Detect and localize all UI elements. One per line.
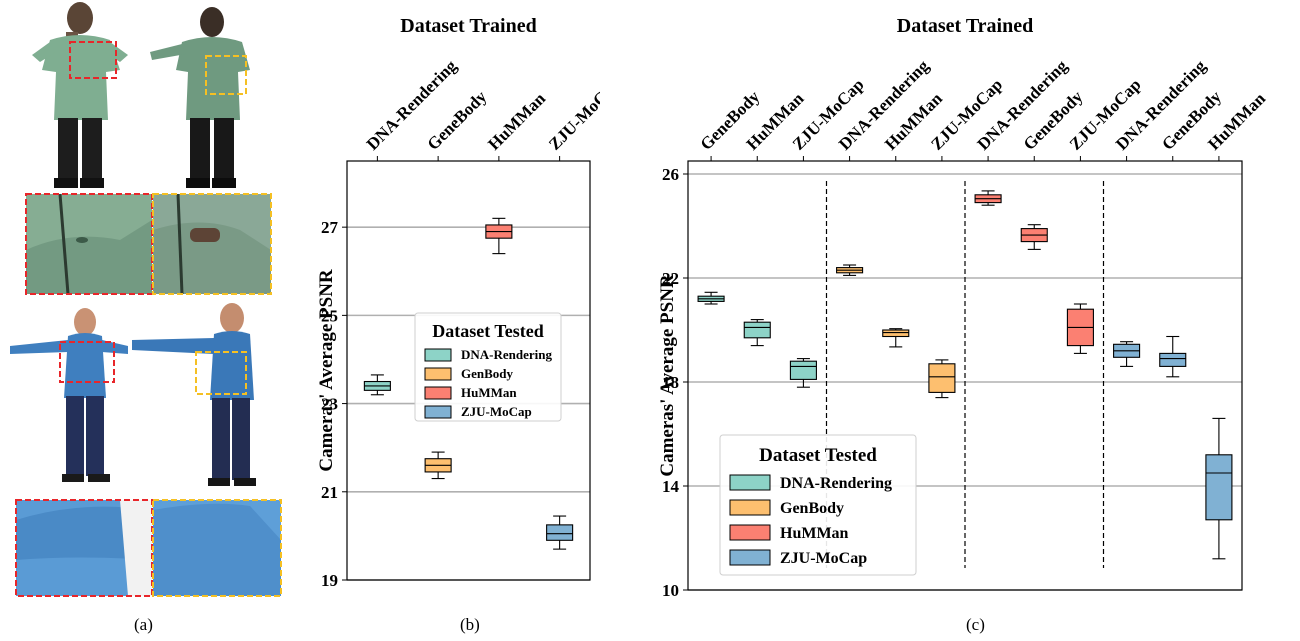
- chart-b-legend-swatch: [424, 405, 452, 419]
- zoom-crop-jacket-left: [25, 193, 153, 295]
- chart-b-legend-swatch: [424, 348, 452, 362]
- figure-shirt-right: [132, 303, 256, 486]
- chart-c-ytick-label: 18: [662, 373, 679, 392]
- chart-c-box: [928, 363, 956, 393]
- chart-b-xtick-label: GeneBody: [424, 87, 491, 154]
- chart-c-title: Dataset Trained: [897, 15, 1033, 37]
- chart-c-box: [1205, 454, 1233, 521]
- chart-c-legend-swatch: [729, 499, 771, 516]
- chart-c-legend-label: HuMMan: [780, 525, 849, 542]
- chart-b-ytick-label: 25: [321, 306, 338, 325]
- chart-c-box: [1159, 352, 1187, 367]
- chart-c-legend-label: GenBody: [780, 500, 844, 517]
- chart-c-legend-swatch: [729, 474, 771, 491]
- chart-b-ytick-label: 21: [321, 483, 338, 502]
- chart-c-plot-frame: [687, 160, 1243, 591]
- chart-c-legend-swatch: [729, 524, 771, 541]
- chart-b-xtick-label: HuMMan: [484, 89, 549, 154]
- chart-b-legend-swatch: [424, 367, 452, 381]
- figure-jacket-left: [32, 2, 128, 188]
- chart-c-box: [743, 321, 771, 339]
- chart-c-legend-title: Dataset Tested: [759, 445, 877, 466]
- chart-b-legend-swatch: [424, 386, 452, 400]
- chart-c-ytick-label: 10: [662, 581, 679, 600]
- chart-c-legend-swatch: [729, 549, 771, 566]
- chart-b-legend-title: Dataset Tested: [432, 321, 544, 341]
- chart-c-ytick-label: 26: [662, 165, 679, 184]
- chart-c: 10 14 18 22 26 Cameras' Average PSNR Dataset T…: [657, 15, 1270, 600]
- chart-b-ytick-label: 27: [321, 218, 339, 237]
- chart-b-box: [546, 524, 574, 541]
- zoom-crop-shirt-left: [15, 499, 153, 597]
- chart-b-legend-label: ZJU-MoCap: [461, 404, 532, 419]
- chart-c-box: [789, 360, 817, 380]
- chart-b-ytick-label: 19: [321, 571, 338, 590]
- chart-b: 19 21 23 25 27 Cameras' Average PSNR Dataset T…: [316, 15, 600, 590]
- panel-label-a: (a): [134, 615, 153, 634]
- zoom-crop-shirt-right: [152, 499, 282, 597]
- chart-b-ytick-label: 23: [321, 395, 338, 414]
- zoom-crop-jacket-right: [152, 193, 272, 295]
- chart-b-ylabel: Cameras' Average PSNR: [316, 269, 337, 472]
- chart-c-box: [882, 329, 910, 338]
- figure-jacket-right: [150, 7, 250, 188]
- chart-c-legend-label: DNA-Rendering: [780, 475, 892, 492]
- chart-c-legend-label: ZJU-MoCap: [780, 550, 867, 567]
- chart-b-xtick-label: ZJU-MoCap: [545, 75, 600, 154]
- panel-label-b: (b): [460, 615, 480, 634]
- chart-b-plot-frame: [346, 160, 591, 581]
- panel-label-c: (c): [966, 615, 985, 634]
- chart-b-title: Dataset Trained: [400, 15, 536, 37]
- photo-comparison-grid: [10, 0, 285, 600]
- figure-shirt-left: [10, 308, 128, 482]
- chart-b-legend-label: GenBody: [461, 366, 514, 381]
- chart-c-ytick-label: 22: [662, 269, 679, 288]
- comparison-illustrations: [10, 2, 282, 597]
- chart-c-ytick-label: 14: [662, 477, 680, 496]
- chart-c-ylabel: Cameras' Average PSNR: [657, 274, 678, 477]
- chart-b-legend-label: DNA-Rendering: [461, 347, 552, 362]
- chart-b-legend-label: HuMMan: [461, 385, 517, 400]
